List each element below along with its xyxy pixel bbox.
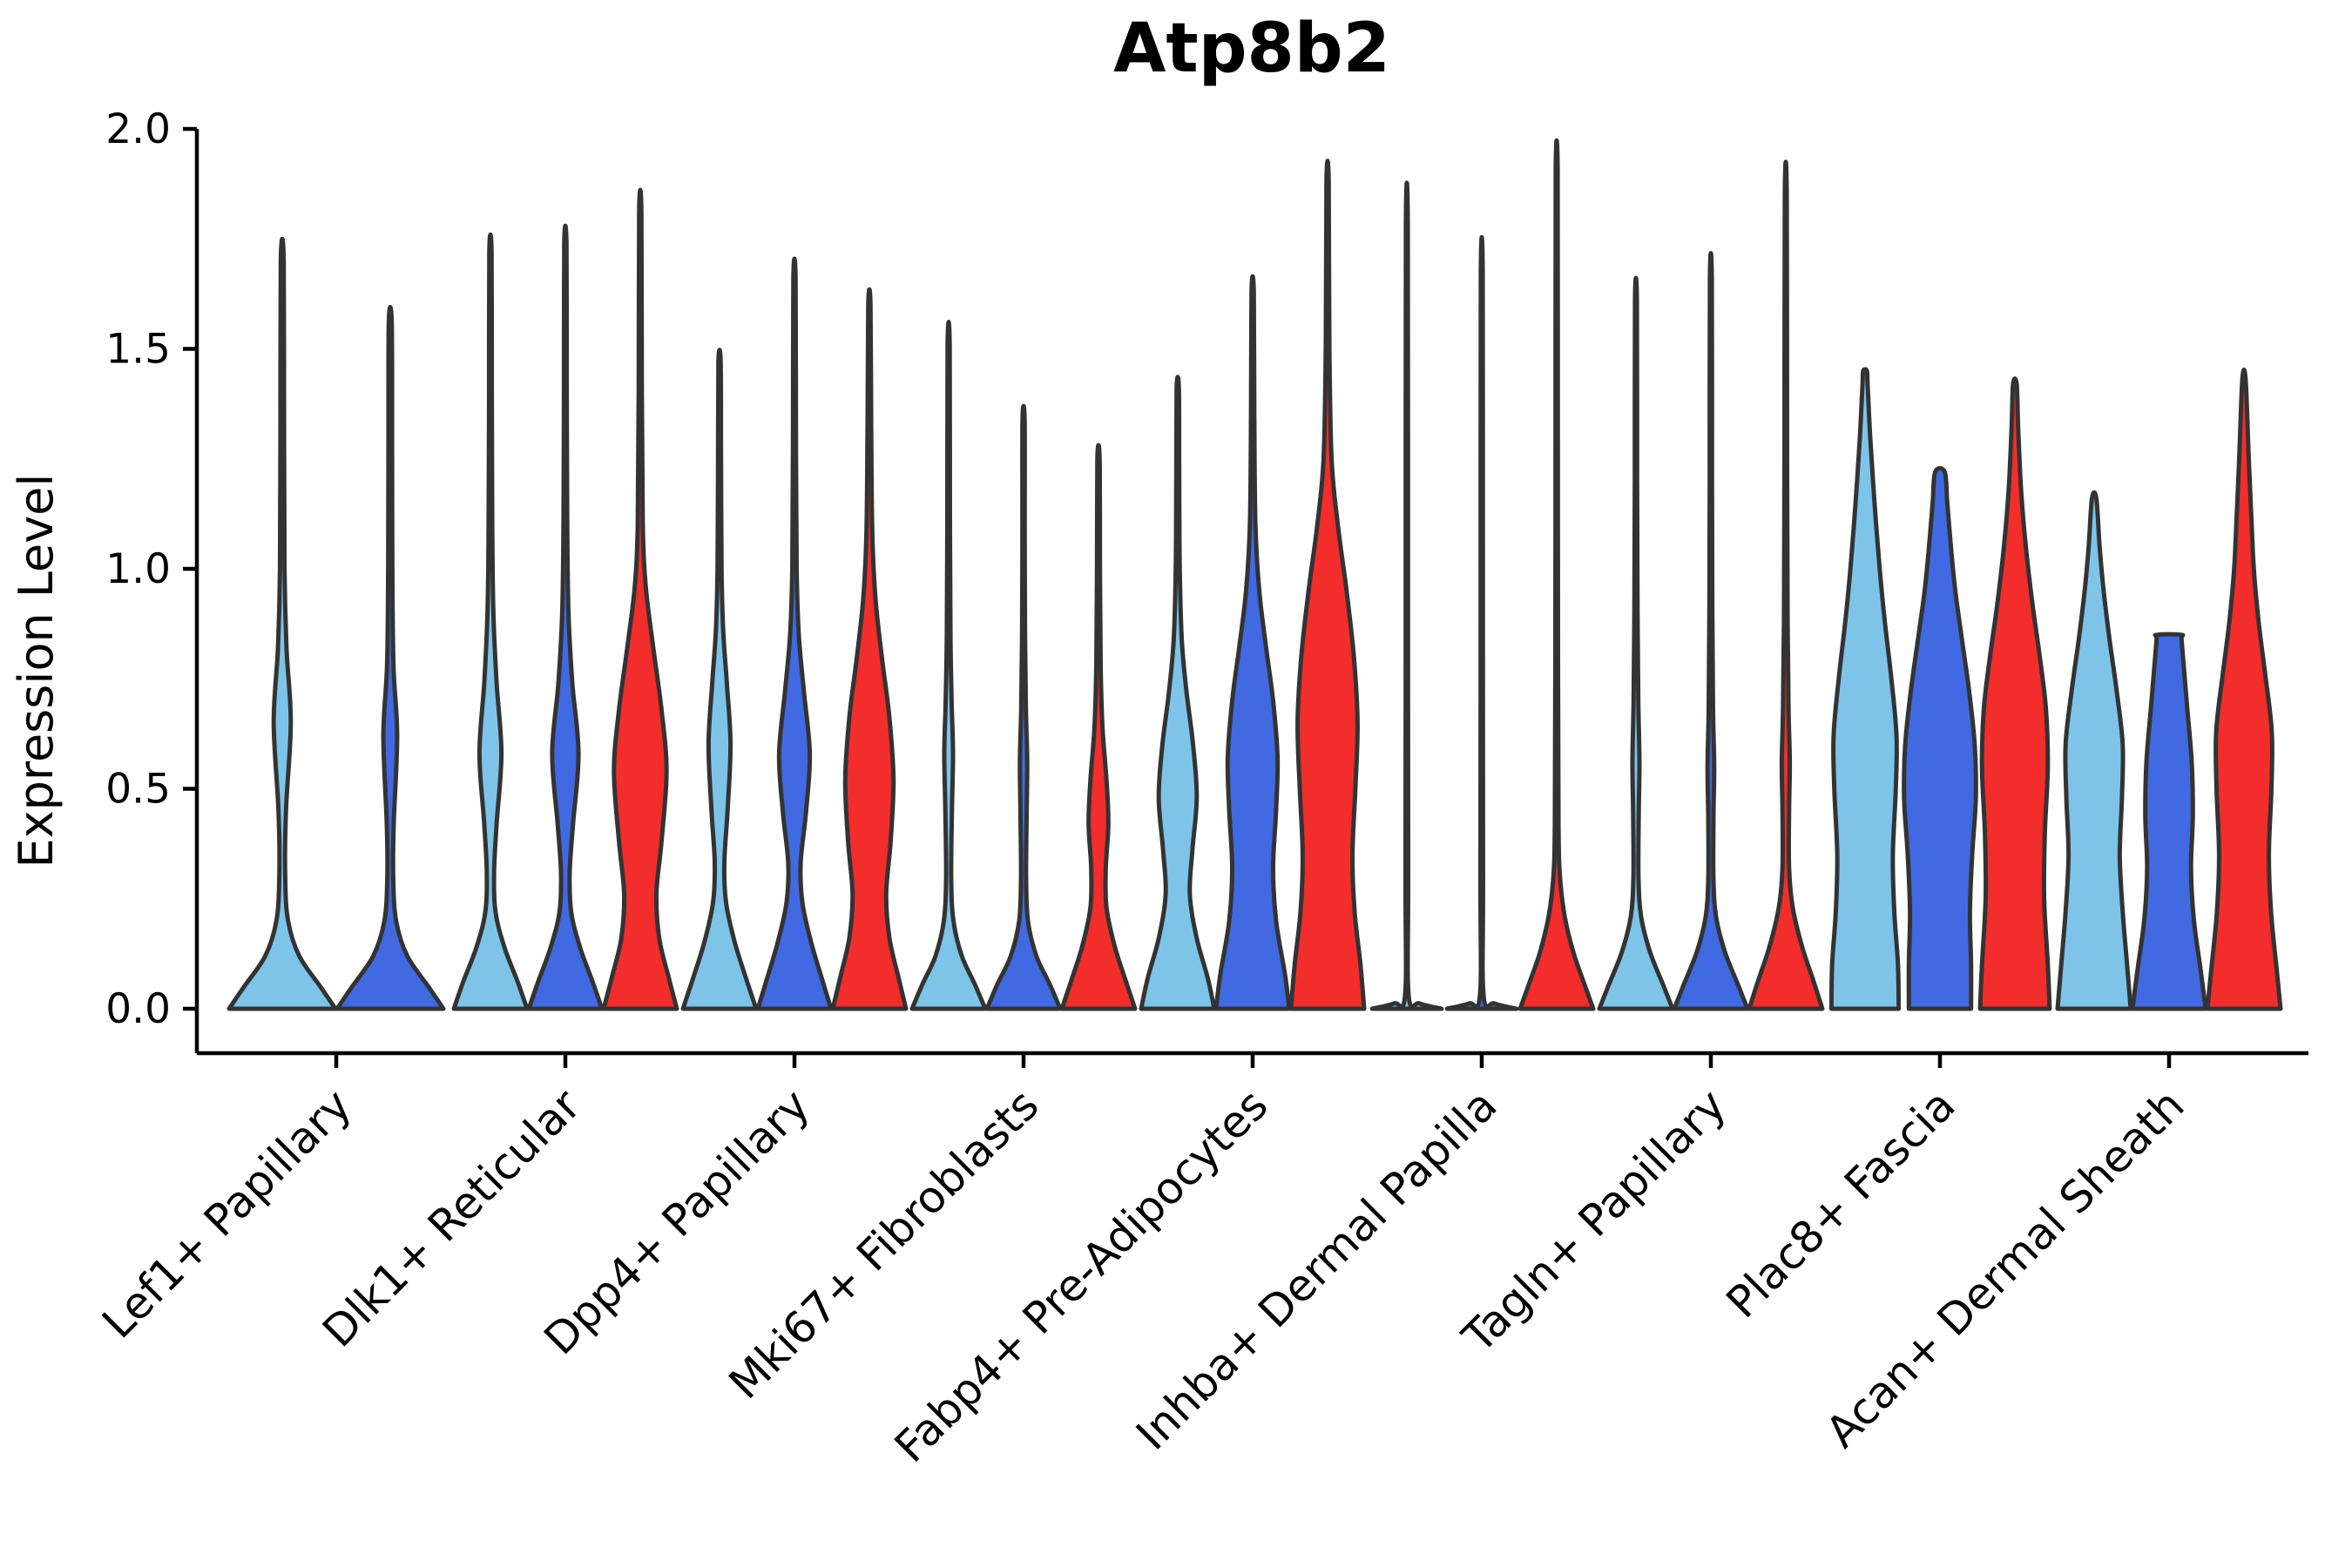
violin-shape — [1288, 159, 1367, 1011]
y-tick-label: 2.0 — [105, 105, 171, 153]
violin-shape — [1444, 235, 1519, 1011]
x-tick-label: Lef1+ Papillary — [92, 1079, 361, 1348]
violin-shape — [2055, 490, 2133, 1011]
violin-shape — [1369, 180, 1444, 1011]
y-axis-label: Expression Level — [9, 474, 64, 868]
violins — [226, 138, 2283, 1011]
violin-shape — [2130, 632, 2208, 1011]
x-tick-label: Fabp4+ Pre-Adipocytes — [885, 1079, 1278, 1472]
violin-shape — [680, 348, 759, 1011]
chart-title: Atp8b2 — [1113, 10, 1390, 88]
violin-shape — [1977, 376, 2052, 1011]
violin-shape — [226, 237, 338, 1011]
violin-shape — [1902, 466, 1978, 1011]
violin-shape — [1828, 367, 1902, 1011]
violin-shape — [909, 320, 988, 1011]
violin-shape — [1059, 443, 1138, 1011]
violin-shape — [1139, 375, 1217, 1011]
violin-shape — [526, 223, 605, 1011]
violin-shape — [451, 232, 530, 1011]
y-tick-label: 1.5 — [105, 326, 171, 374]
violin-shape — [1597, 275, 1675, 1011]
violin-shape — [1517, 138, 1596, 1011]
y-tick-label: 0.5 — [105, 766, 171, 814]
violin-shape — [1213, 274, 1292, 1011]
violin-shape — [755, 256, 834, 1011]
axes — [183, 126, 2308, 1068]
violin-shape — [830, 287, 909, 1011]
violin-shape — [984, 403, 1063, 1011]
y-tick-label: 1.0 — [105, 545, 171, 593]
violin-shape — [335, 305, 446, 1011]
violin-shape — [1747, 159, 1825, 1011]
violin-shape — [2205, 368, 2283, 1011]
x-tick-label: Plac8+ Fascia — [1717, 1079, 1965, 1328]
violin-shape — [1672, 251, 1750, 1011]
violin-shape — [601, 187, 679, 1011]
y-tick-label: 0.0 — [105, 985, 171, 1033]
